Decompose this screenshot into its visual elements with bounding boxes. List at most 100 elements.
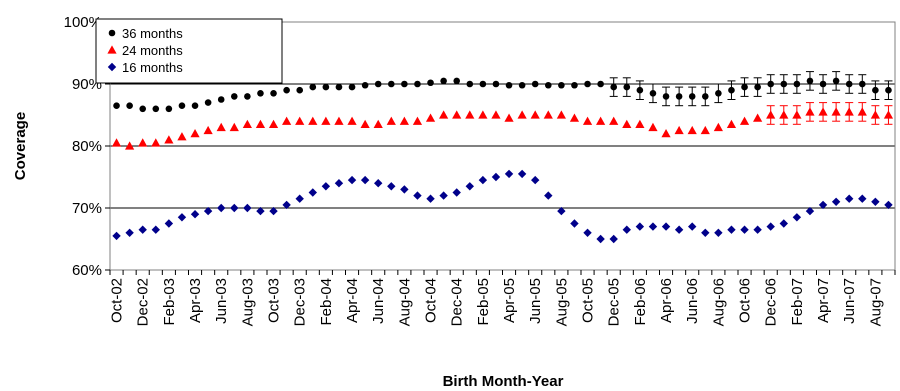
- legend-marker: [107, 45, 117, 54]
- x-tick-label: Jun-03: [213, 278, 230, 324]
- data-point: [818, 107, 828, 116]
- data-point: [688, 222, 697, 231]
- x-axis-ticks: Oct-02 Dec-02 Feb-03 Apr-03 Jun-03 Aug-03 Oct-…: [109, 270, 896, 326]
- data-point: [649, 90, 657, 97]
- x-tick-label: Feb-07: [789, 278, 806, 326]
- y-tick-label: 60%: [72, 262, 102, 279]
- data-point: [531, 80, 539, 88]
- data-point: [740, 225, 749, 234]
- x-tick-label: Feb-05: [475, 278, 492, 326]
- data-point: [308, 116, 318, 125]
- x-tick-label: Apr-03: [187, 278, 204, 323]
- data-point: [322, 83, 330, 91]
- data-point: [597, 80, 604, 88]
- data-point: [347, 116, 357, 125]
- data-point: [152, 105, 160, 113]
- data-point: [648, 122, 658, 132]
- data-point: [845, 194, 854, 203]
- data-point: [243, 203, 252, 213]
- data-point: [203, 206, 213, 216]
- data-point: [715, 90, 722, 97]
- data-point: [466, 80, 474, 88]
- data-point: [543, 110, 553, 119]
- data-point: [465, 110, 475, 119]
- x-tick-label: Apr-06: [658, 278, 675, 323]
- data-point: [478, 110, 488, 119]
- data-point: [558, 81, 565, 89]
- data-point: [204, 99, 212, 106]
- data-point: [386, 116, 396, 125]
- data-point: [465, 182, 474, 191]
- legend: 36 months 24 months 16 months: [95, 18, 283, 84]
- data-point: [295, 116, 305, 125]
- data-point: [661, 129, 671, 138]
- data-point: [885, 86, 892, 94]
- data-point: [858, 194, 867, 203]
- data-point: [373, 119, 383, 128]
- data-point: [412, 116, 423, 125]
- data-point: [400, 185, 409, 194]
- data-point: [387, 80, 395, 88]
- data-point: [283, 86, 290, 94]
- data-point: [492, 80, 500, 88]
- data-point: [845, 80, 853, 88]
- data-point: [296, 86, 304, 94]
- data-point: [518, 81, 526, 89]
- x-axis-title: Birth Month-Year: [443, 373, 564, 390]
- data-point: [164, 135, 174, 144]
- x-tick-label: Apr-05: [501, 278, 518, 323]
- data-point: [270, 90, 277, 97]
- data-point: [556, 110, 566, 119]
- data-point: [714, 228, 723, 237]
- x-tick-label: Feb-06: [632, 278, 649, 326]
- data-point: [636, 86, 644, 94]
- data-point: [805, 206, 815, 216]
- data-point: [675, 93, 683, 100]
- data-point: [257, 90, 264, 97]
- data-point: [374, 179, 383, 188]
- data-point: [700, 125, 710, 135]
- data-point: [870, 110, 880, 119]
- data-point: [426, 194, 435, 203]
- data-point: [622, 225, 631, 234]
- data-point: [662, 93, 670, 100]
- data-point: [139, 105, 147, 113]
- data-point: [609, 234, 618, 244]
- data-point: [125, 141, 135, 150]
- y-tick-label: 70%: [72, 200, 102, 217]
- data-point: [596, 234, 605, 244]
- data-point: [282, 116, 292, 125]
- x-tick-label: Feb-03: [161, 278, 178, 326]
- series-36-months: [113, 71, 893, 113]
- y-axis-ticks: 60% 70% 80% 90% 100%: [64, 14, 110, 279]
- data-point: [739, 116, 750, 125]
- data-point: [661, 222, 671, 231]
- series-16-months: [112, 169, 893, 244]
- data-point: [674, 225, 684, 234]
- data-point: [635, 222, 645, 231]
- data-point: [242, 119, 252, 128]
- data-point: [295, 194, 304, 203]
- data-point: [191, 102, 199, 109]
- x-tick-label: Aug-04: [396, 278, 413, 326]
- x-tick-label: Dec-06: [763, 278, 780, 326]
- data-point: [177, 132, 187, 141]
- data-point: [151, 225, 160, 234]
- data-point: [622, 119, 632, 128]
- legend-marker: [108, 29, 116, 37]
- data-point: [844, 107, 854, 116]
- data-point: [713, 122, 723, 132]
- data-point: [831, 197, 841, 206]
- x-tick-label: Aug-06: [710, 278, 727, 326]
- y-axis-title: Coverage: [12, 112, 29, 180]
- data-point: [203, 125, 213, 135]
- x-tick-label: Oct-06: [737, 278, 754, 323]
- data-point: [544, 81, 552, 89]
- data-point: [609, 116, 619, 125]
- x-tick-label: Dec-04: [449, 278, 466, 326]
- data-point: [255, 119, 266, 128]
- data-point: [113, 102, 120, 109]
- data-point: [883, 110, 894, 119]
- data-point: [268, 119, 279, 128]
- data-point: [780, 80, 788, 88]
